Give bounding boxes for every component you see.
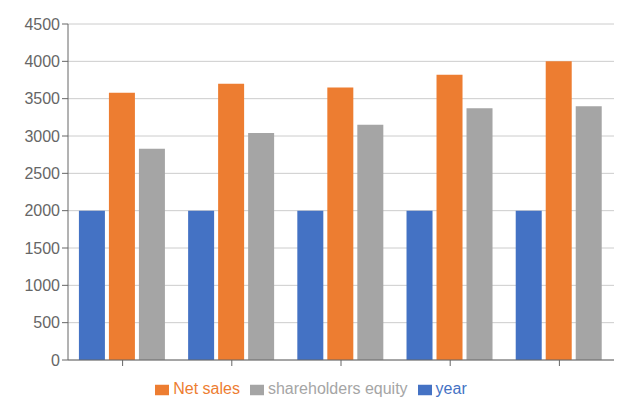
svg-text:1000: 1000	[24, 277, 60, 294]
html-text:shareholders equity: shareholders equity	[268, 380, 408, 397]
svg-text:2500: 2500	[24, 165, 60, 182]
svg-text:2000: 2000	[24, 202, 60, 219]
svg-text:3000: 3000	[24, 128, 60, 145]
svg-text:3500: 3500	[24, 90, 60, 107]
svg-text:0: 0	[51, 352, 60, 369]
html-text:Net sales: Net sales	[173, 380, 240, 397]
svg-text:500: 500	[33, 314, 60, 331]
svg-text:4000: 4000	[24, 53, 60, 70]
html-text:year: year	[435, 380, 467, 397]
svg-text:4500: 4500	[24, 16, 60, 33]
svg-text:1500: 1500	[24, 240, 60, 257]
